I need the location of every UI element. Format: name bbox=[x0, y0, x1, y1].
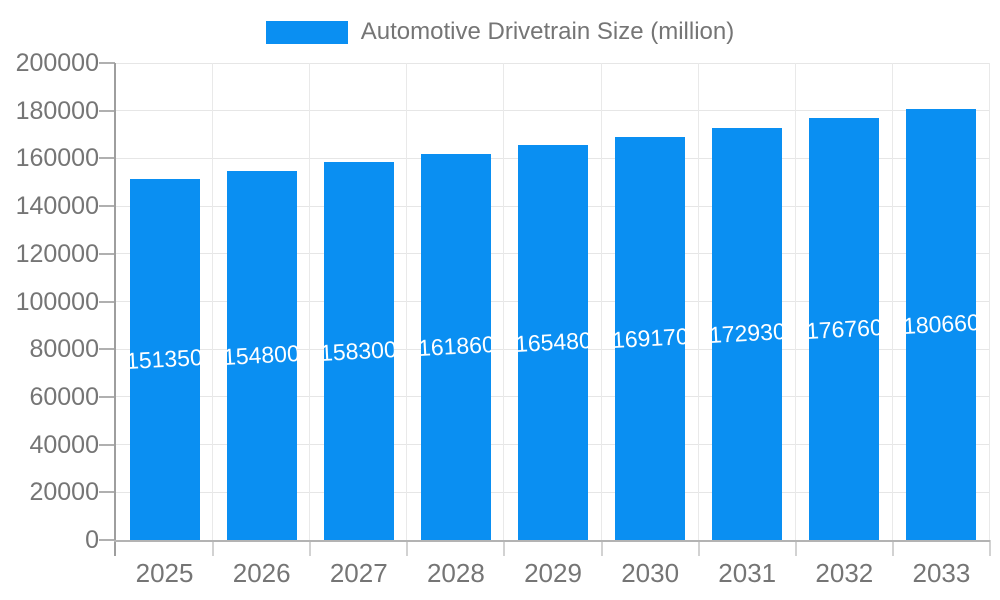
y-axis-tick-label: 100000 bbox=[15, 287, 99, 316]
x-axis-baseline bbox=[114, 540, 990, 542]
x-axis-tick-label: 2027 bbox=[329, 558, 388, 588]
x-axis-tick-label: 2029 bbox=[524, 558, 582, 588]
y-axis-tick-label: 200000 bbox=[15, 49, 99, 77]
bar[interactable]: 158300 bbox=[323, 162, 394, 540]
plot-area: 151350 154800 158300 161860 165480 169170 1729… bbox=[99, 62, 991, 556]
bar-value-label: 158300 bbox=[323, 335, 394, 366]
y-axis-line bbox=[114, 63, 116, 556]
v-gridline bbox=[794, 63, 796, 540]
y-axis-tick bbox=[99, 109, 115, 112]
y-axis-tick-label: 180000 bbox=[15, 96, 99, 125]
bar-value-label: 161860 bbox=[420, 331, 491, 362]
y-axis-tick-label: 20000 bbox=[29, 478, 99, 507]
y-axis-tick bbox=[99, 348, 115, 351]
y-axis-tick bbox=[99, 395, 115, 398]
bar-value-label: 169170 bbox=[615, 322, 686, 353]
bar[interactable]: 169170 bbox=[615, 136, 686, 540]
y-axis-tick bbox=[99, 539, 115, 541]
v-gridline bbox=[891, 63, 893, 540]
y-axis-tick-label: 0 bbox=[85, 526, 99, 554]
h-gridline bbox=[116, 62, 990, 64]
y-axis-tick-label: 40000 bbox=[29, 430, 99, 459]
x-axis-tick bbox=[794, 540, 797, 556]
bar-value-label: 154800 bbox=[226, 339, 297, 370]
h-gridline bbox=[116, 110, 990, 112]
x-axis-tick-label: 2026 bbox=[232, 558, 291, 588]
v-gridline bbox=[503, 63, 505, 540]
bar[interactable]: 161860 bbox=[420, 153, 491, 540]
x-axis-tick bbox=[309, 540, 312, 556]
y-axis-tick-label: 160000 bbox=[15, 144, 99, 173]
chart-legend[interactable]: Automotive Drivetrain Size (million) bbox=[0, 18, 1000, 46]
x-axis-tick bbox=[406, 540, 409, 556]
x-axis-tick-label: 2031 bbox=[718, 558, 777, 588]
x-axis-tick bbox=[989, 540, 991, 556]
y-axis-tick bbox=[99, 443, 115, 446]
y-axis-tick-label: 140000 bbox=[15, 192, 99, 221]
bar-value-label: 180660 bbox=[906, 309, 977, 340]
x-axis-tick bbox=[891, 540, 894, 556]
v-gridline bbox=[600, 63, 602, 540]
bar[interactable]: 154800 bbox=[226, 170, 297, 540]
bar-value-label: 151350 bbox=[129, 344, 200, 374]
v-gridline bbox=[697, 63, 699, 540]
y-axis-tick bbox=[99, 491, 115, 494]
v-gridline bbox=[309, 63, 311, 540]
v-gridline bbox=[212, 63, 214, 540]
y-axis-tick bbox=[99, 157, 115, 160]
x-axis-tick-label: 2032 bbox=[815, 558, 874, 588]
bar[interactable]: 172930 bbox=[712, 127, 783, 540]
y-axis-tick bbox=[99, 62, 115, 64]
x-axis-tick-label: 2025 bbox=[135, 558, 194, 588]
bar[interactable]: 180660 bbox=[906, 109, 977, 540]
v-gridline bbox=[989, 63, 990, 540]
x-axis-tick bbox=[697, 540, 700, 556]
x-axis-labels: 2025 2026 2027 2028 2029 2030 2031 2032 2033 bbox=[116, 558, 990, 592]
legend-color-swatch bbox=[265, 20, 348, 44]
bar[interactable]: 176760 bbox=[809, 118, 880, 540]
y-axis-tick bbox=[99, 252, 115, 255]
bar-value-label: 172930 bbox=[712, 318, 783, 349]
bar-value-label: 165480 bbox=[518, 327, 588, 358]
v-gridline bbox=[406, 63, 408, 540]
y-axis-labels: 0 20000 40000 60000 80000 100000 120000 140000 1… bbox=[0, 49, 99, 554]
bar[interactable]: 151350 bbox=[129, 179, 200, 540]
legend-series-label: Automotive Drivetrain Size (million) bbox=[360, 18, 735, 45]
y-axis-tick-label: 60000 bbox=[29, 382, 99, 411]
y-axis-tick-label: 80000 bbox=[29, 335, 99, 364]
x-axis-tick-label: 2028 bbox=[426, 558, 485, 588]
bar[interactable]: 165480 bbox=[518, 145, 588, 540]
x-axis-tick bbox=[600, 540, 603, 556]
x-axis-tick-label: 2030 bbox=[621, 558, 680, 588]
y-axis-tick bbox=[99, 205, 115, 208]
x-axis-tick-label: 2033 bbox=[912, 558, 971, 588]
y-axis-tick bbox=[99, 300, 115, 303]
y-axis-tick-label: 120000 bbox=[15, 239, 99, 268]
x-axis-tick bbox=[503, 540, 506, 556]
bar-value-label: 176760 bbox=[809, 313, 880, 344]
x-axis-tick bbox=[212, 540, 215, 556]
